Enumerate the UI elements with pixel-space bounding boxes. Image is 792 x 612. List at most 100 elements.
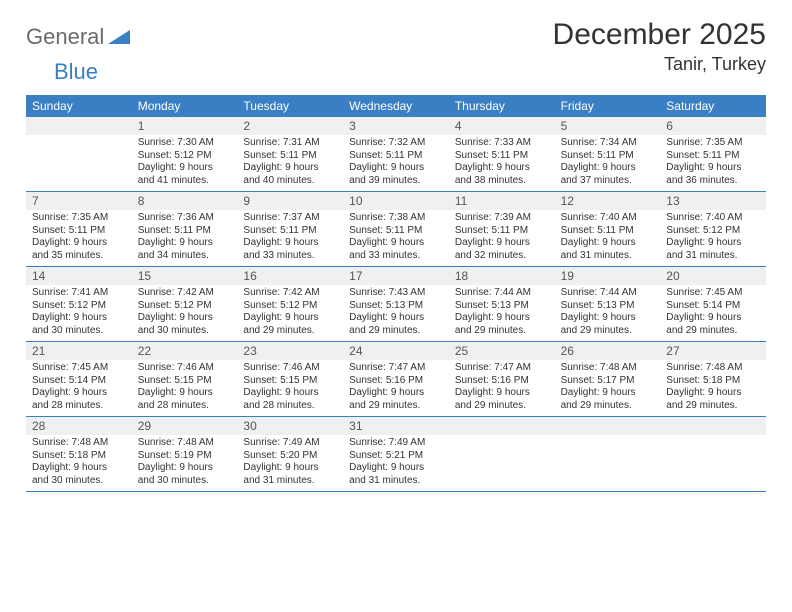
day-cell: 14 Sunrise: 7:41 AMSunset: 5:12 PMDayligh…	[26, 267, 132, 341]
day-cell: 22 Sunrise: 7:46 AMSunset: 5:15 PMDayligh…	[132, 342, 238, 416]
day-number	[26, 117, 132, 135]
day-cell: 19Sunrise: 7:44 AMSunset: 5:13 PMDayligh…	[555, 267, 661, 341]
title-block: December 2025 Tanir, Turkey	[553, 18, 766, 75]
day-number	[660, 417, 766, 435]
day-cell: 26Sunrise: 7:48 AMSunset: 5:17 PMDayligh…	[555, 342, 661, 416]
day-header-cell: Wednesday	[343, 95, 449, 117]
day-info: Sunrise: 7:38 AMSunset: 5:11 PMDaylight:…	[343, 212, 449, 262]
day-number: 31	[343, 417, 449, 435]
day-number: 28	[26, 417, 132, 435]
day-number: 5	[555, 117, 661, 135]
day-number: 25	[449, 342, 555, 360]
day-info: Sunrise: 7:44 AMSunset: 5:13 PMDaylight:…	[449, 287, 555, 337]
month-title: December 2025	[553, 18, 766, 52]
day-cell: 15 Sunrise: 7:42 AMSunset: 5:12 PMDayligh…	[132, 267, 238, 341]
day-info: Sunrise: 7:45 AMSunset: 5:14 PMDaylight:…	[660, 287, 766, 337]
day-cell: 7 Sunrise: 7:35 AMSunset: 5:11 PMDaylight…	[26, 192, 132, 266]
day-cell: 11 Sunrise: 7:39 AMSunset: 5:11 PMDayligh…	[449, 192, 555, 266]
day-number: 8	[132, 192, 238, 210]
day-cell	[660, 417, 766, 491]
day-number: 9	[237, 192, 343, 210]
day-number: 6	[660, 117, 766, 135]
day-header-row: SundayMondayTuesdayWednesdayThursdayFrid…	[26, 95, 766, 117]
day-cell: 28Sunrise: 7:48 AMSunset: 5:18 PMDayligh…	[26, 417, 132, 491]
week-row: 1Sunrise: 7:30 AMSunset: 5:12 PMDaylight…	[26, 117, 766, 192]
day-cell: 3Sunrise: 7:32 AMSunset: 5:11 PMDaylight…	[343, 117, 449, 191]
day-cell: 29Sunrise: 7:48 AMSunset: 5:19 PMDayligh…	[132, 417, 238, 491]
week-row: 14 Sunrise: 7:41 AMSunset: 5:12 PMDayligh…	[26, 267, 766, 342]
day-cell: 27Sunrise: 7:48 AMSunset: 5:18 PMDayligh…	[660, 342, 766, 416]
day-number: 11	[449, 192, 555, 210]
day-number: 10	[343, 192, 449, 210]
day-cell: 10 Sunrise: 7:38 AMSunset: 5:11 PMDayligh…	[343, 192, 449, 266]
day-info: Sunrise: 7:35 AMSunset: 5:11 PMDaylight:…	[26, 212, 132, 262]
day-cell: 21 Sunrise: 7:45 AMSunset: 5:14 PMDayligh…	[26, 342, 132, 416]
day-cell: 5 Sunrise: 7:34 AMSunset: 5:11 PMDaylight…	[555, 117, 661, 191]
day-info: Sunrise: 7:32 AMSunset: 5:11 PMDaylight:…	[343, 137, 449, 187]
day-cell: 6Sunrise: 7:35 AMSunset: 5:11 PMDaylight…	[660, 117, 766, 191]
day-cell: 4 Sunrise: 7:33 AMSunset: 5:11 PMDaylight…	[449, 117, 555, 191]
day-header-cell: Tuesday	[237, 95, 343, 117]
day-cell: 24 Sunrise: 7:47 AMSunset: 5:16 PMDayligh…	[343, 342, 449, 416]
day-number: 23	[237, 342, 343, 360]
logo-text-blue: Blue	[26, 59, 98, 84]
day-number: 13	[660, 192, 766, 210]
day-cell: 30 Sunrise: 7:49 AMSunset: 5:20 PMDayligh…	[237, 417, 343, 491]
day-number: 2	[237, 117, 343, 135]
day-cell	[555, 417, 661, 491]
day-info: Sunrise: 7:34 AMSunset: 5:11 PMDaylight:…	[555, 137, 661, 187]
logo-text-general: General	[26, 24, 104, 50]
day-number: 16	[237, 267, 343, 285]
day-info: Sunrise: 7:46 AMSunset: 5:15 PMDaylight:…	[132, 362, 238, 412]
day-cell: 23 Sunrise: 7:46 AMSunset: 5:15 PMDayligh…	[237, 342, 343, 416]
day-cell: 8 Sunrise: 7:36 AMSunset: 5:11 PMDaylight…	[132, 192, 238, 266]
day-info: Sunrise: 7:47 AMSunset: 5:16 PMDaylight:…	[449, 362, 555, 412]
day-info: Sunrise: 7:33 AMSunset: 5:11 PMDaylight:…	[449, 137, 555, 187]
day-info: Sunrise: 7:30 AMSunset: 5:12 PMDaylight:…	[132, 137, 238, 187]
day-number	[449, 417, 555, 435]
day-info: Sunrise: 7:41 AMSunset: 5:12 PMDaylight:…	[26, 287, 132, 337]
day-number: 24	[343, 342, 449, 360]
week-row: 7 Sunrise: 7:35 AMSunset: 5:11 PMDaylight…	[26, 192, 766, 267]
day-cell: 17Sunrise: 7:43 AMSunset: 5:13 PMDayligh…	[343, 267, 449, 341]
week-row: 21 Sunrise: 7:45 AMSunset: 5:14 PMDayligh…	[26, 342, 766, 417]
day-cell: 18 Sunrise: 7:44 AMSunset: 5:13 PMDayligh…	[449, 267, 555, 341]
calendar: SundayMondayTuesdayWednesdayThursdayFrid…	[26, 95, 766, 492]
day-info: Sunrise: 7:42 AMSunset: 5:12 PMDaylight:…	[132, 287, 238, 337]
day-header-cell: Monday	[132, 95, 238, 117]
day-number: 18	[449, 267, 555, 285]
day-number: 15	[132, 267, 238, 285]
day-cell	[26, 117, 132, 191]
day-cell: 31 Sunrise: 7:49 AMSunset: 5:21 PMDayligh…	[343, 417, 449, 491]
day-number: 12	[555, 192, 661, 210]
day-header-cell: Saturday	[660, 95, 766, 117]
day-number: 20	[660, 267, 766, 285]
day-number: 21	[26, 342, 132, 360]
day-number: 14	[26, 267, 132, 285]
day-info: Sunrise: 7:37 AMSunset: 5:11 PMDaylight:…	[237, 212, 343, 262]
day-info: Sunrise: 7:49 AMSunset: 5:21 PMDaylight:…	[343, 437, 449, 487]
day-info: Sunrise: 7:45 AMSunset: 5:14 PMDaylight:…	[26, 362, 132, 412]
day-number: 22	[132, 342, 238, 360]
day-info: Sunrise: 7:49 AMSunset: 5:20 PMDaylight:…	[237, 437, 343, 487]
day-info: Sunrise: 7:46 AMSunset: 5:15 PMDaylight:…	[237, 362, 343, 412]
day-info: Sunrise: 7:44 AMSunset: 5:13 PMDaylight:…	[555, 287, 661, 337]
day-cell: 20 Sunrise: 7:45 AMSunset: 5:14 PMDayligh…	[660, 267, 766, 341]
day-info: Sunrise: 7:47 AMSunset: 5:16 PMDaylight:…	[343, 362, 449, 412]
day-cell: 12 Sunrise: 7:40 AMSunset: 5:11 PMDayligh…	[555, 192, 661, 266]
day-info: Sunrise: 7:40 AMSunset: 5:11 PMDaylight:…	[555, 212, 661, 262]
week-row: 28Sunrise: 7:48 AMSunset: 5:18 PMDayligh…	[26, 417, 766, 492]
day-number: 4	[449, 117, 555, 135]
day-header-cell: Sunday	[26, 95, 132, 117]
day-number: 7	[26, 192, 132, 210]
day-number: 30	[237, 417, 343, 435]
day-info: Sunrise: 7:39 AMSunset: 5:11 PMDaylight:…	[449, 212, 555, 262]
day-info: Sunrise: 7:40 AMSunset: 5:12 PMDaylight:…	[660, 212, 766, 262]
day-info: Sunrise: 7:48 AMSunset: 5:17 PMDaylight:…	[555, 362, 661, 412]
day-info: Sunrise: 7:31 AMSunset: 5:11 PMDaylight:…	[237, 137, 343, 187]
location: Tanir, Turkey	[553, 54, 766, 75]
day-cell: 13 Sunrise: 7:40 AMSunset: 5:12 PMDayligh…	[660, 192, 766, 266]
day-number	[555, 417, 661, 435]
logo-mark-icon	[108, 24, 130, 50]
day-info: Sunrise: 7:36 AMSunset: 5:11 PMDaylight:…	[132, 212, 238, 262]
